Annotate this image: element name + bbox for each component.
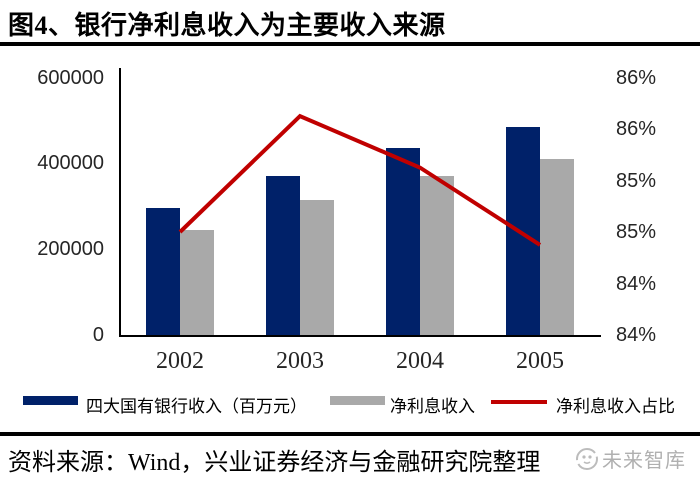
footer-divider xyxy=(0,432,700,436)
bar-bank-income-2005 xyxy=(506,126,540,335)
bar-bank-income-2004 xyxy=(386,148,420,335)
x-axis-tick-label: 2002 xyxy=(156,348,204,374)
legend-label-bank-income: 四大国有银行收入（百万元） xyxy=(86,397,307,416)
right-axis-tick-label: 85% xyxy=(616,169,657,192)
bar-net-interest-2005 xyxy=(540,159,574,335)
x-axis-tick-label: 2003 xyxy=(276,348,324,374)
left-axis-tick-label: 600000 xyxy=(37,66,104,89)
source-note: 资料来源：Wind，兴业证券经济与金融研究院整理 xyxy=(8,450,541,476)
right-axis-tick-label: 85% xyxy=(616,221,657,243)
bar-net-interest-2002 xyxy=(180,229,214,335)
legend-label-net-interest: 净利息收入 xyxy=(390,397,475,416)
x-axis-tick-label: 2005 xyxy=(516,348,564,374)
legend-label-ratio: 净利息收入占比 xyxy=(556,397,675,416)
left-axis-tick-label: 200000 xyxy=(37,238,104,261)
bar-net-interest-2003 xyxy=(300,199,334,335)
legend-swatch-net-interest xyxy=(330,396,385,405)
bar-bank-income-2003 xyxy=(266,176,300,335)
bottom-axis-line xyxy=(119,335,601,337)
x-axis-tick-label: 2004 xyxy=(396,348,444,374)
left-axis-line xyxy=(119,68,121,337)
left-axis-tick-label: 400000 xyxy=(37,152,104,175)
right-axis-tick-label: 84% xyxy=(616,324,657,346)
ratio-line xyxy=(178,113,542,247)
bar-bank-income-2002 xyxy=(146,208,180,335)
legend-swatch-ratio-line xyxy=(491,400,547,404)
right-axis-tick-label: 86% xyxy=(616,66,657,89)
brand-circle-face-icon xyxy=(576,447,598,470)
left-axis-tick-label: 0 xyxy=(92,324,104,346)
title-divider xyxy=(0,42,700,46)
bar-net-interest-2004 xyxy=(420,176,454,335)
watermark-text: 未来智库 xyxy=(602,450,686,472)
right-axis-tick-label: 86% xyxy=(616,118,657,140)
watermark: 未来智库 xyxy=(575,444,686,473)
legend-swatch-bank-income xyxy=(23,396,78,405)
page-title: 图4、银行净利息收入为主要收入来源 xyxy=(8,11,446,40)
right-axis-tick-label: 84% xyxy=(616,272,657,295)
